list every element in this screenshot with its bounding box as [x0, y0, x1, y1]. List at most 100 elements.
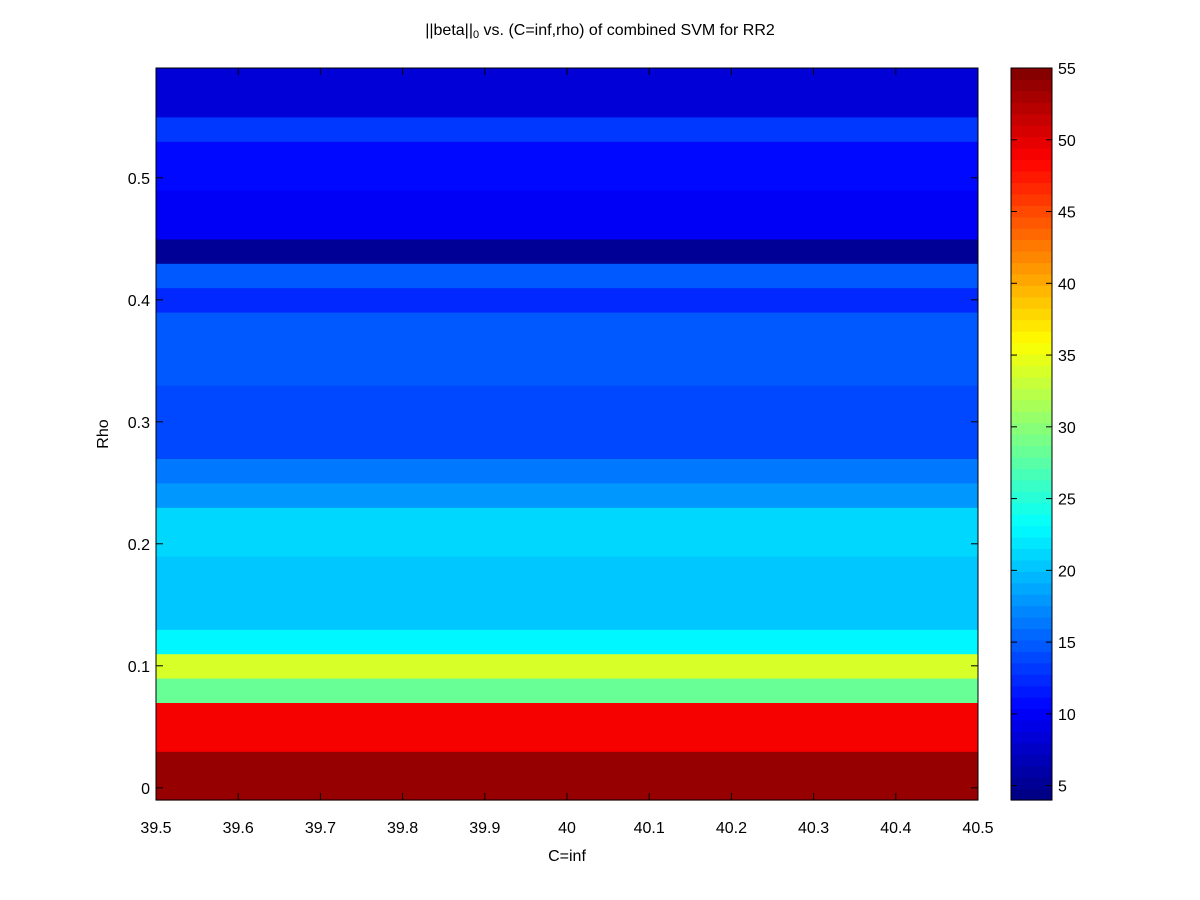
colorbar-cell	[1011, 274, 1052, 286]
colorbar-cell	[1011, 251, 1052, 263]
heatmap-cell	[156, 556, 978, 581]
colorbar-cell	[1011, 445, 1052, 457]
colorbar-cell	[1011, 754, 1052, 766]
colorbar-cell	[1011, 560, 1052, 572]
colorbar-cell	[1011, 651, 1052, 663]
colorbar-cell	[1011, 731, 1052, 743]
x-tick-label: 40.5	[962, 820, 993, 837]
heatmap-cell	[156, 434, 978, 459]
colorbar-cell	[1011, 91, 1052, 103]
y-tick-label: 0.2	[128, 537, 150, 554]
colorbar-cell	[1011, 365, 1052, 377]
colorbar-cell	[1011, 240, 1052, 252]
colorbar-cell	[1011, 514, 1052, 526]
colorbar-cell	[1011, 182, 1052, 194]
colorbar-tick-label: 10	[1058, 707, 1076, 724]
heatmap-cell	[156, 580, 978, 605]
heatmap-cells	[156, 68, 978, 801]
x-tick-label: 39.8	[387, 820, 418, 837]
colorbar-cell	[1011, 789, 1052, 801]
x-tick-label: 40.4	[880, 820, 911, 837]
colorbar-cell	[1011, 480, 1052, 492]
colorbar	[1011, 68, 1052, 801]
colorbar-cell	[1011, 388, 1052, 400]
colorbar-cell	[1011, 526, 1052, 538]
heatmap-cell	[156, 605, 978, 630]
heatmap-cell	[156, 483, 978, 508]
heatmap-cell	[156, 410, 978, 435]
colorbar-cell	[1011, 137, 1052, 149]
colorbar-cell	[1011, 160, 1052, 172]
colorbar-cell	[1011, 217, 1052, 229]
colorbar-cell	[1011, 114, 1052, 126]
heatmap-cell	[156, 312, 978, 337]
heatmap-cell	[156, 727, 978, 752]
colorbar-cell	[1011, 537, 1052, 549]
heatmap-cell	[156, 166, 978, 191]
y-tick-label: 0	[141, 781, 150, 798]
heatmap-cell	[156, 92, 978, 117]
heatmap-cell	[156, 190, 978, 215]
colorbar-tick-label: 30	[1058, 420, 1076, 437]
colorbar-tick-label: 35	[1058, 348, 1076, 365]
heatmap-cell	[156, 214, 978, 239]
colorbar-cell	[1011, 354, 1052, 366]
heatmap-cell	[156, 629, 978, 654]
heatmap-cell	[156, 702, 978, 727]
colorbar-tick-label: 55	[1058, 61, 1076, 78]
colorbar-tick-label: 45	[1058, 205, 1076, 222]
colorbar-tick-label: 25	[1058, 492, 1076, 509]
heatmap-cell	[156, 263, 978, 288]
colorbar-cell	[1011, 262, 1052, 274]
colorbar-cell	[1011, 377, 1052, 389]
colorbar-cell	[1011, 297, 1052, 309]
heatmap-cell	[156, 288, 978, 313]
colorbar-cell	[1011, 663, 1052, 675]
colorbar-cell	[1011, 343, 1052, 355]
colorbar-cell	[1011, 686, 1052, 698]
y-tick-label: 0.1	[128, 659, 150, 676]
colorbar-cell	[1011, 766, 1052, 778]
heatmap-cell	[156, 385, 978, 410]
colorbar-cell	[1011, 743, 1052, 755]
colorbar-cell	[1011, 228, 1052, 240]
colorbar-cell	[1011, 617, 1052, 629]
colorbar-cell	[1011, 423, 1052, 435]
colorbar-tick-label: 15	[1058, 635, 1076, 652]
x-tick-label: 39.5	[140, 820, 171, 837]
heatmap-cell	[156, 678, 978, 703]
colorbar-cell	[1011, 285, 1052, 297]
colorbar-cell	[1011, 468, 1052, 480]
colorbar-tick-label: 50	[1058, 133, 1076, 150]
y-tick-label: 0.4	[128, 293, 150, 310]
heatmap-cell	[156, 532, 978, 557]
heatmap-cell	[156, 141, 978, 166]
colorbar-cell	[1011, 709, 1052, 721]
colorbar-cell	[1011, 491, 1052, 503]
x-tick-label: 40.2	[716, 820, 747, 837]
x-tick-label: 39.6	[223, 820, 254, 837]
colorbar-cell	[1011, 697, 1052, 709]
heatmap-cell	[156, 507, 978, 532]
colorbar-cell	[1011, 583, 1052, 595]
colorbar-cell	[1011, 434, 1052, 446]
colorbar-cell	[1011, 411, 1052, 423]
heatmap-cell	[156, 751, 978, 776]
colorbar-cell	[1011, 594, 1052, 606]
colorbar-cell	[1011, 571, 1052, 583]
colorbar-cell	[1011, 194, 1052, 206]
colorbar-cell	[1011, 503, 1052, 515]
colorbar-cell	[1011, 102, 1052, 114]
x-tick-label: 40.3	[798, 820, 829, 837]
y-tick-label: 0.5	[128, 171, 150, 188]
colorbar-cell	[1011, 125, 1052, 137]
x-tick-label: 39.7	[305, 820, 336, 837]
x-axis-label: C=inf	[548, 848, 586, 865]
y-tick-label: 0.3	[128, 415, 150, 432]
colorbar-tick-label: 5	[1058, 779, 1067, 796]
x-tick-label: 39.9	[469, 820, 500, 837]
x-tick-label: 40.1	[634, 820, 665, 837]
colorbar-cell	[1011, 171, 1052, 183]
colorbar-cell	[1011, 320, 1052, 332]
